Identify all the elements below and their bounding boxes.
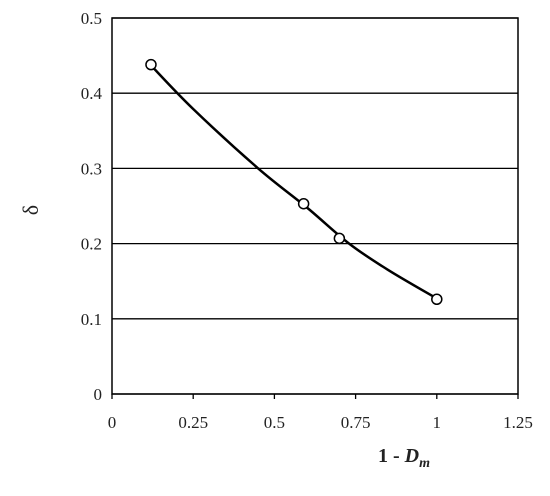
data-point <box>431 293 443 305</box>
y-tick-label: 0.5 <box>81 9 102 28</box>
y-tick-label: 0 <box>94 385 103 404</box>
plot-frame <box>111 17 519 395</box>
y-axis-label: δ <box>18 205 43 215</box>
x-tick-label: 1 <box>433 413 442 432</box>
x-tick-label: 0.25 <box>178 413 208 432</box>
x-tick-label: 0.5 <box>264 413 285 432</box>
x-tick-label: 1.25 <box>503 413 533 432</box>
y-tick-label: 0.2 <box>81 235 102 254</box>
x-tick-label: 0.75 <box>341 413 371 432</box>
y-tick-label: 0.4 <box>81 84 103 103</box>
data-point <box>297 197 310 210</box>
x-label-sub: m <box>419 456 430 471</box>
x-label-var: D <box>404 445 419 467</box>
y-tick-label: 0.3 <box>81 159 102 178</box>
x-tick-label: 0 <box>108 413 117 432</box>
y-tick-label: 0.1 <box>81 310 102 329</box>
data-point <box>145 58 157 71</box>
data-point <box>333 232 346 245</box>
x-axis-label: 1 - Dm <box>378 445 430 471</box>
fit-line <box>150 64 438 300</box>
x-label-text: 1 - <box>378 445 405 467</box>
